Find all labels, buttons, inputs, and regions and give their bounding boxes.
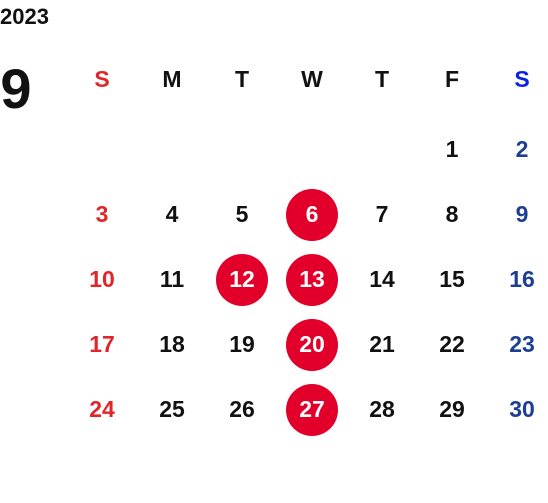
day: 10 bbox=[89, 266, 115, 292]
marked-day bbox=[286, 384, 338, 436]
weekday: F bbox=[445, 66, 459, 92]
day: 12 bbox=[229, 266, 255, 292]
day: 16 bbox=[509, 266, 535, 292]
day: 28 bbox=[369, 396, 395, 422]
day: 25 bbox=[159, 396, 185, 422]
marked-day bbox=[286, 319, 338, 371]
day: 19 bbox=[229, 331, 255, 357]
day: 18 bbox=[159, 331, 185, 357]
day: 11 bbox=[160, 266, 185, 292]
marked-day bbox=[216, 254, 268, 306]
day: 30 bbox=[509, 396, 535, 422]
day: 13 bbox=[299, 266, 325, 292]
year: 2023 bbox=[0, 4, 49, 29]
day: 1 bbox=[446, 136, 459, 162]
day: 24 bbox=[89, 396, 115, 422]
marked-day bbox=[286, 254, 338, 306]
weekday: M bbox=[162, 66, 181, 92]
day: 26 bbox=[229, 396, 255, 422]
weekday: S bbox=[514, 66, 529, 92]
day: 17 bbox=[89, 331, 115, 357]
day: 2 bbox=[516, 136, 529, 162]
day: 22 bbox=[439, 331, 465, 357]
weekday: W bbox=[301, 66, 323, 92]
weekday: T bbox=[375, 66, 389, 92]
marked-day bbox=[286, 189, 338, 241]
day: 29 bbox=[439, 396, 465, 422]
day: 23 bbox=[509, 331, 535, 357]
day: 7 bbox=[376, 201, 389, 227]
day: 8 bbox=[446, 201, 459, 227]
day: 4 bbox=[166, 201, 179, 227]
weekday: T bbox=[235, 66, 249, 92]
day: 20 bbox=[299, 331, 325, 357]
day: 15 bbox=[439, 266, 465, 292]
day: 5 bbox=[236, 201, 249, 227]
day: 21 bbox=[369, 331, 395, 357]
weekday: S bbox=[94, 66, 109, 92]
day: 27 bbox=[299, 396, 325, 422]
month: 9 bbox=[0, 57, 31, 120]
day: 14 bbox=[369, 266, 395, 292]
day: 3 bbox=[96, 201, 109, 227]
day: 6 bbox=[306, 201, 319, 227]
day: 9 bbox=[516, 201, 529, 227]
